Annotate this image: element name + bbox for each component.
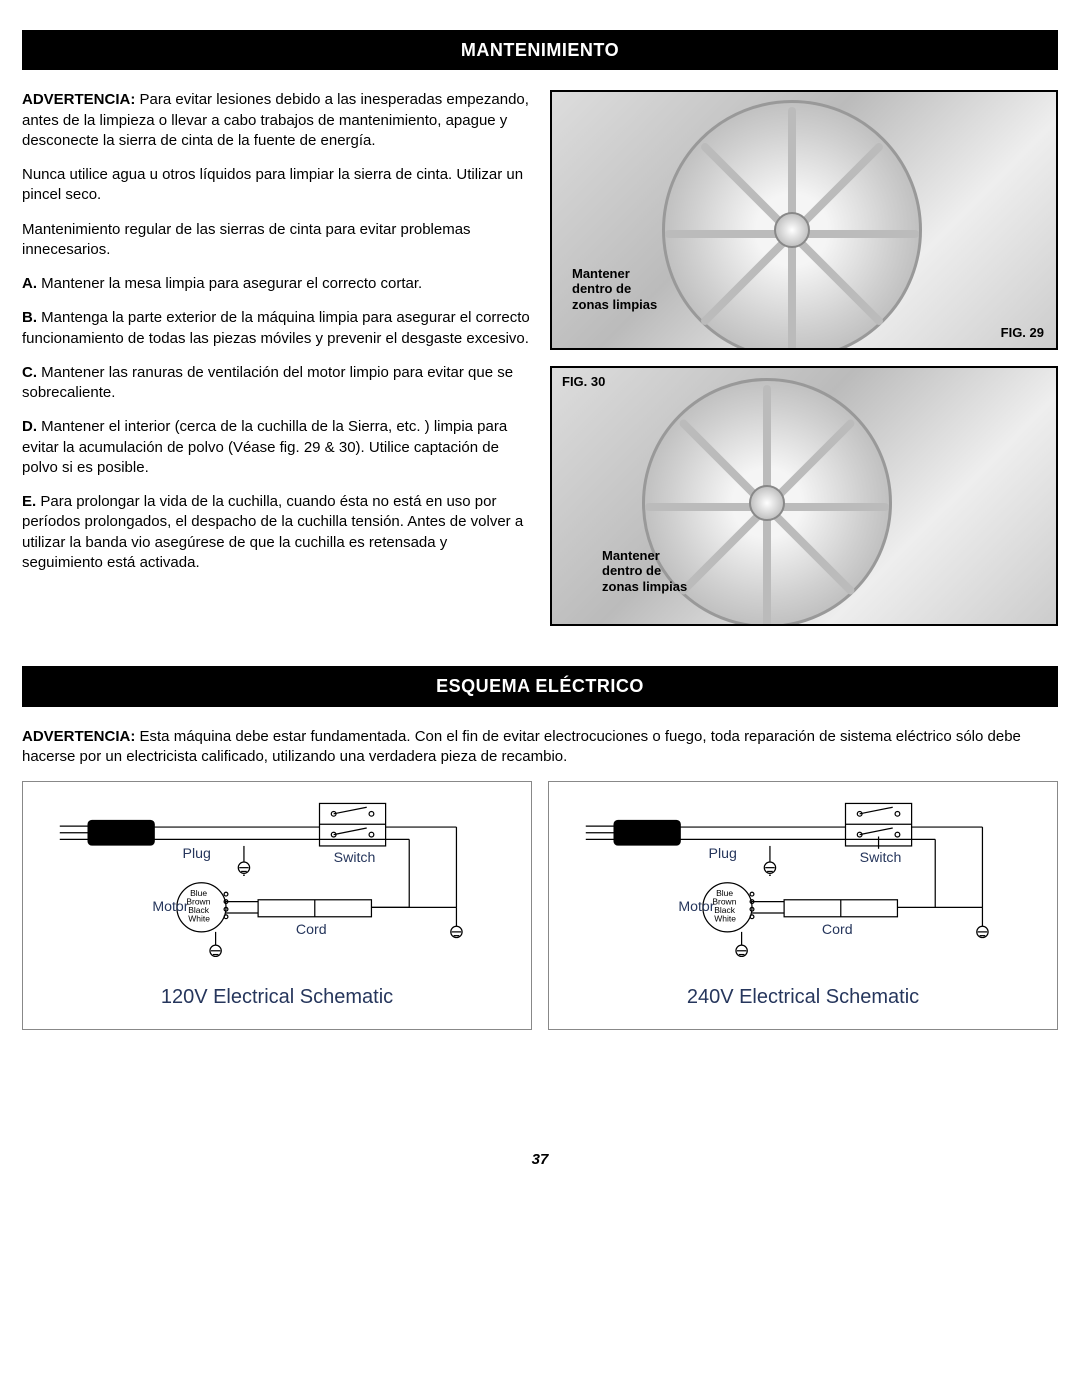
item-a-label: A. (22, 275, 37, 292)
schematic-120v-svg: Plug Switch Motor Cord Blue Brown Black … (35, 794, 519, 964)
item-d-label: D. (22, 418, 37, 435)
wire-white: White (714, 914, 736, 924)
item-a-text: Mantener la mesa limpia para asegurar el… (37, 275, 422, 292)
para-2: Nunca utilice agua u otros líquidos para… (22, 165, 530, 206)
item-c-label: C. (22, 364, 37, 381)
schematic-240v-caption: 240V Electrical Schematic (561, 984, 1045, 1011)
item-e: E. Para prolongar la vida de la cuchilla… (22, 492, 530, 573)
fig29-annotation: Mantener dentro de zonas limpias (572, 266, 657, 313)
maintenance-figure-col: Mantener dentro de zonas limpias FIG. 29 (550, 90, 1058, 626)
label-motor: Motor (678, 899, 714, 915)
item-d: D. Mantener el interior (cerca de la cuc… (22, 417, 530, 478)
label-switch: Switch (860, 850, 902, 866)
wire-white: White (188, 914, 210, 924)
item-c: C. Mantener las ranuras de ventilación d… (22, 363, 530, 404)
figure-29: Mantener dentro de zonas limpias FIG. 29 (550, 90, 1058, 350)
label-switch: Switch (334, 850, 376, 866)
maintenance-text-col: ADVERTENCIA: Para evitar lesiones debido… (22, 90, 530, 626)
fig29-label: FIG. 29 (1001, 325, 1044, 341)
item-e-label: E. (22, 493, 36, 510)
fig29-annot-l1: Mantener (572, 266, 630, 281)
fig30-annotation: Mantener dentro de zonas limpias (602, 548, 687, 595)
fig30-annot-l1: Mantener (602, 548, 660, 563)
warning-label: ADVERTENCIA: (22, 91, 135, 108)
maintenance-two-col: ADVERTENCIA: Para evitar lesiones debido… (22, 90, 1058, 626)
warning-para: ADVERTENCIA: Para evitar lesiones debido… (22, 90, 530, 151)
item-c-text: Mantener las ranuras de ventilación del … (22, 364, 513, 401)
section-header-schematic: ESQUEMA ELÉCTRICO (22, 666, 1058, 706)
bandsaw-wheel-icon (662, 100, 922, 350)
fig29-annot-l3: zonas limpias (572, 297, 657, 312)
item-a: A. Mantener la mesa limpia para asegurar… (22, 274, 530, 294)
schematic-warning-label: ADVERTENCIA: (22, 728, 135, 745)
section-header-maintenance: MANTENIMIENTO (22, 30, 1058, 70)
fig30-annot-l3: zonas limpias (602, 579, 687, 594)
item-d-text: Mantener el interior (cerca de la cuchil… (22, 418, 507, 476)
schematic-120v: Plug Switch Motor Cord Blue Brown Black … (22, 781, 532, 1030)
label-plug: Plug (709, 846, 737, 862)
schematic-240v-svg: Plug Switch Motor Cord Blue Brown Black … (561, 794, 1045, 964)
label-cord: Cord (296, 922, 327, 938)
label-plug: Plug (183, 846, 211, 862)
item-b-text: Mantenga la parte exterior de la máquina… (22, 309, 530, 346)
label-motor: Motor (152, 899, 188, 915)
fig30-label: FIG. 30 (562, 374, 605, 390)
item-b: B. Mantenga la parte exterior de la máqu… (22, 308, 530, 349)
schematic-warning-para: ADVERTENCIA: Esta máquina debe estar fun… (22, 727, 1058, 768)
item-e-text: Para prolongar la vida de la cuchilla, c… (22, 493, 523, 571)
figure-30: FIG. 30 Mantener dentro de zonas limpias (550, 366, 1058, 626)
fig29-annot-l2: dentro de (572, 281, 631, 296)
schematic-240v: Plug Switch Motor Cord Blue Brown Black … (548, 781, 1058, 1030)
schematic-row: Plug Switch Motor Cord Blue Brown Black … (22, 781, 1058, 1030)
fig30-annot-l2: dentro de (602, 563, 661, 578)
label-cord: Cord (822, 922, 853, 938)
para-3: Mantenimiento regular de las sierras de … (22, 220, 530, 261)
schematic-120v-caption: 120V Electrical Schematic (35, 984, 519, 1011)
page-number: 37 (22, 1150, 1058, 1170)
schematic-warning-text: Esta máquina debe estar fundamentada. Co… (22, 728, 1021, 765)
item-b-label: B. (22, 309, 37, 326)
